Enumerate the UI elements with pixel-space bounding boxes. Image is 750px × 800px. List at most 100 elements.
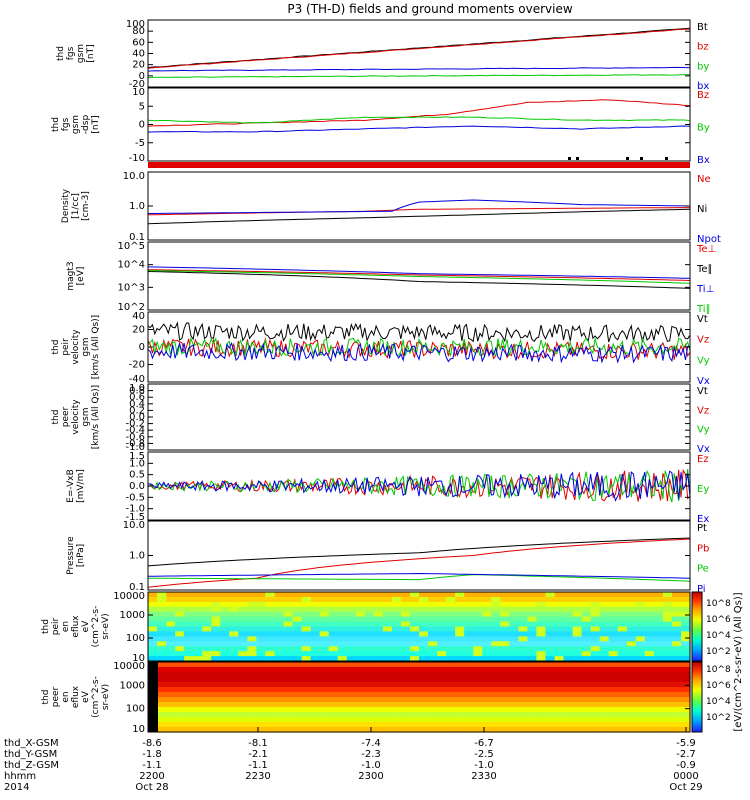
spectrogram-cell bbox=[166, 667, 176, 673]
y-tick-label: -0.8 bbox=[125, 438, 145, 449]
spectrogram-cell bbox=[175, 636, 185, 642]
spectrogram-cell bbox=[464, 727, 474, 733]
spectrogram-cell bbox=[166, 727, 176, 733]
spectrogram-cell bbox=[428, 626, 438, 632]
panel-efield: 1.51.00.50.0-0.5-1.0-1.5E=-VxB [mV/m]EzEy… bbox=[66, 451, 709, 525]
spectrogram-cell bbox=[274, 662, 285, 668]
spectrogram-cell bbox=[346, 606, 357, 613]
spectrogram-cell bbox=[527, 682, 537, 688]
spectrogram-cell bbox=[373, 636, 384, 642]
spectrogram-cell bbox=[346, 601, 357, 608]
spectrogram-cell bbox=[265, 641, 275, 647]
spectrogram-cell bbox=[193, 606, 203, 613]
spectrogram-cell bbox=[572, 606, 583, 613]
spectrogram-cell bbox=[500, 631, 510, 637]
spectrogram-cell bbox=[518, 677, 528, 683]
spectrogram-cell bbox=[662, 601, 673, 608]
spectrogram-cell bbox=[337, 621, 348, 628]
spectrogram-cell bbox=[292, 722, 303, 728]
spectrogram-cell bbox=[617, 707, 628, 713]
spectrogram-cell bbox=[437, 592, 447, 598]
spectrogram-cell bbox=[572, 616, 583, 623]
spectrogram-cell bbox=[382, 702, 393, 708]
spectrogram-cell bbox=[653, 601, 664, 608]
spectrogram-cell bbox=[211, 631, 221, 637]
spectrogram-cell bbox=[446, 636, 456, 642]
spectrogram-cell bbox=[184, 722, 194, 728]
spectrogram-cell bbox=[455, 656, 465, 662]
spectrogram-cell bbox=[148, 626, 158, 632]
spectrogram-cell bbox=[500, 656, 510, 662]
spectrogram-cell bbox=[536, 707, 546, 713]
spectrogram-cell bbox=[527, 636, 537, 642]
spectrogram-cell bbox=[202, 672, 212, 678]
spectrogram-cell bbox=[202, 621, 212, 628]
spectrogram-cell bbox=[536, 722, 546, 728]
spectrogram-cell bbox=[563, 592, 574, 598]
spectrogram-cell bbox=[437, 672, 447, 678]
spectrogram-cell bbox=[328, 621, 339, 628]
spectrogram-cell bbox=[599, 692, 610, 698]
spectrogram-cell bbox=[491, 646, 501, 652]
spectrogram-cell bbox=[292, 712, 303, 718]
legend-entry: Vz bbox=[697, 335, 709, 346]
panel-frame bbox=[147, 661, 691, 733]
spectrogram-cell bbox=[455, 697, 465, 703]
spectrogram-cell bbox=[446, 692, 456, 698]
spectrogram-cell bbox=[247, 646, 257, 652]
spectrogram-cell bbox=[292, 697, 303, 703]
spectrogram-cell bbox=[355, 727, 366, 733]
spectrogram-cell bbox=[446, 667, 456, 673]
spectrogram-cell bbox=[554, 596, 565, 603]
spectrogram-cell bbox=[446, 596, 456, 603]
spectrogram-cell bbox=[283, 596, 294, 603]
spectrogram-cell bbox=[554, 646, 565, 652]
spectrogram-cell bbox=[337, 727, 348, 733]
spectrogram-cell bbox=[157, 677, 167, 683]
x-axis-value: -1.0 bbox=[361, 760, 381, 771]
spectrogram-cell bbox=[274, 611, 285, 618]
spectrogram-cell bbox=[166, 682, 176, 688]
spectrogram-cell bbox=[166, 697, 176, 703]
spectrogram-cell bbox=[455, 682, 465, 688]
spectrogram-cell bbox=[238, 626, 248, 632]
spectrogram-cell bbox=[617, 697, 628, 703]
spectrogram-cell bbox=[563, 702, 574, 708]
spectrogram-cell bbox=[581, 722, 592, 728]
spectrogram-cell bbox=[428, 601, 438, 608]
legend-entry: Vt bbox=[697, 386, 708, 397]
spectrogram-cell bbox=[238, 592, 248, 598]
spectrogram-cell bbox=[536, 677, 546, 683]
spectrogram-cell bbox=[482, 636, 492, 642]
spectrogram-cell bbox=[220, 712, 230, 718]
spectrogram-cell bbox=[301, 697, 312, 703]
spectrogram-cell bbox=[328, 722, 339, 728]
spectrogram-cell bbox=[455, 611, 465, 618]
spectrogram-cell bbox=[572, 596, 583, 603]
spectrogram-cell bbox=[319, 626, 330, 632]
spectrogram-cell bbox=[400, 672, 411, 678]
spectrogram-cell bbox=[373, 626, 384, 632]
y-tick-label: 40 bbox=[132, 311, 145, 322]
legend-entry: Pb bbox=[697, 543, 709, 554]
spectrogram-cell bbox=[464, 592, 474, 598]
spectrogram-cell bbox=[283, 621, 294, 628]
spectrogram-cell bbox=[635, 682, 646, 688]
spectrogram-cell bbox=[328, 592, 339, 598]
spectrogram-cell bbox=[681, 722, 691, 728]
spectrogram-cell bbox=[310, 596, 321, 603]
spectrogram-cell bbox=[563, 651, 574, 657]
spectrogram-cell bbox=[563, 621, 574, 628]
y-tick-label: 0 bbox=[139, 71, 145, 82]
spectrogram-cell bbox=[545, 626, 556, 632]
spectrogram-cell bbox=[391, 692, 402, 698]
spectrogram-cell bbox=[536, 656, 546, 662]
spectrogram-cell bbox=[626, 697, 637, 703]
spectrogram-cell bbox=[626, 662, 637, 668]
spectrogram-cell bbox=[157, 712, 167, 718]
spectrogram-cell bbox=[337, 651, 348, 657]
spectrogram-cell bbox=[274, 697, 285, 703]
spectrogram-cell bbox=[265, 621, 275, 628]
spectrogram-cell bbox=[681, 611, 691, 618]
